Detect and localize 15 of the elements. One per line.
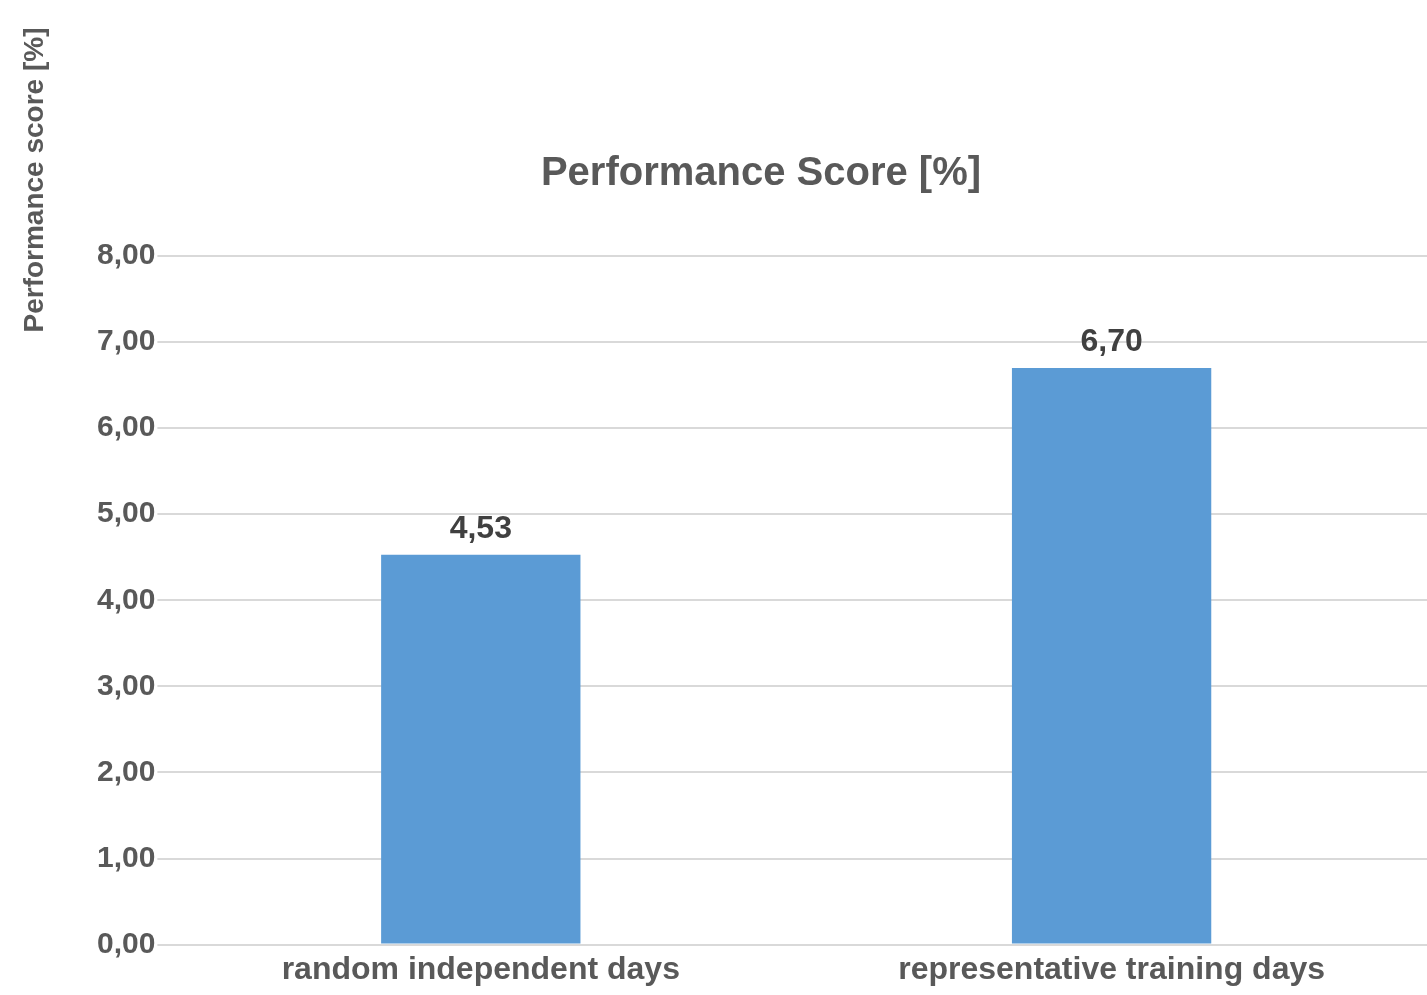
chart-title: Performance Score [%] xyxy=(540,149,982,194)
y-tick-label: 6,00 xyxy=(97,409,156,443)
x-tick-label: representative training days xyxy=(898,949,1326,986)
y-tick-label: 4,00 xyxy=(97,581,156,615)
y-tick-label: 1,00 xyxy=(97,839,156,873)
data-label: 6,70 xyxy=(1080,321,1143,358)
y-tick-label: 2,00 xyxy=(97,753,156,787)
y-tick-label: 7,00 xyxy=(97,323,156,357)
y-axis-title: Performance score [%] xyxy=(17,27,49,333)
y-tick-label: 5,00 xyxy=(97,495,156,529)
x-tick-label: random independent days xyxy=(281,949,680,986)
y-tick-label: 3,00 xyxy=(97,667,156,701)
data-label: 4,53 xyxy=(449,508,512,545)
y-tick-label: 8,00 xyxy=(97,237,156,271)
y-tick-label: 0,00 xyxy=(97,925,156,959)
